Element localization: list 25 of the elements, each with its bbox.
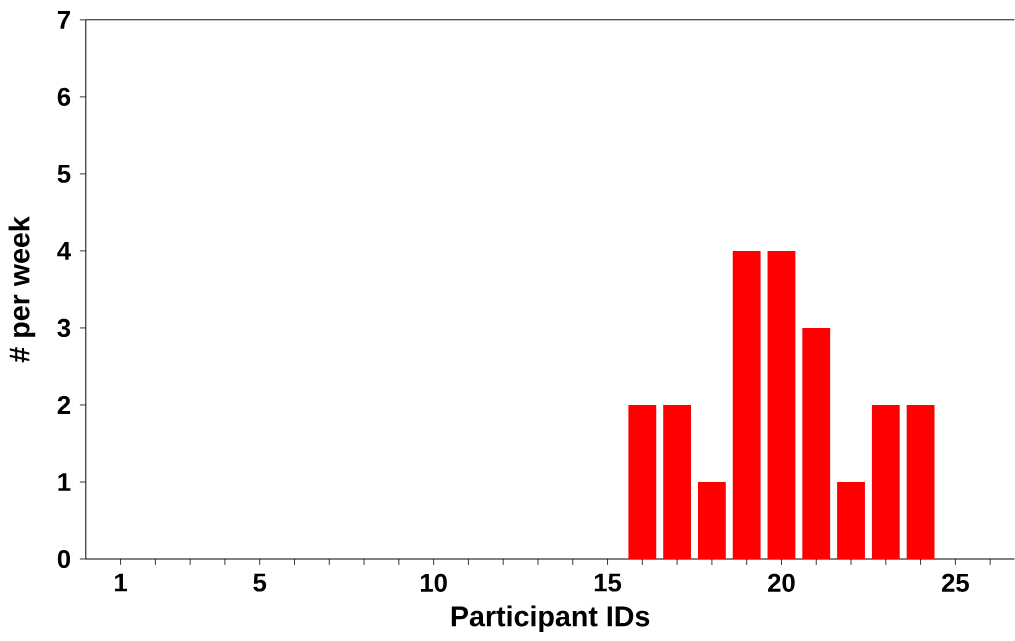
x-tick-label: 25 <box>941 573 969 593</box>
y-tick-label: 6 <box>57 87 71 107</box>
bar <box>767 251 796 560</box>
y-axis-title: # per week <box>8 216 36 363</box>
bar <box>906 405 935 560</box>
x-tick-label: 20 <box>768 573 795 593</box>
x-axis-title: Participant IDs <box>451 605 650 633</box>
x-tick-label: 10 <box>420 573 447 593</box>
bar <box>697 482 726 560</box>
bar <box>837 482 865 560</box>
bar <box>871 405 900 560</box>
y-tick-label: 2 <box>57 396 71 415</box>
y-tick-label: 3 <box>57 318 71 338</box>
x-tick-label: 1 <box>115 573 128 592</box>
bar <box>802 328 831 560</box>
y-tick-label: 1 <box>58 473 71 491</box>
y-tick-label: 0 <box>57 550 71 569</box>
y-tick-label: 7 <box>57 11 70 29</box>
bar <box>663 405 692 560</box>
y-tick-label: 4 <box>57 242 71 260</box>
x-tick-label: 5 <box>253 573 267 592</box>
x-tick-label: 15 <box>594 573 622 592</box>
bar <box>628 405 657 560</box>
bar <box>732 251 761 560</box>
y-tick-label: 5 <box>57 165 71 183</box>
